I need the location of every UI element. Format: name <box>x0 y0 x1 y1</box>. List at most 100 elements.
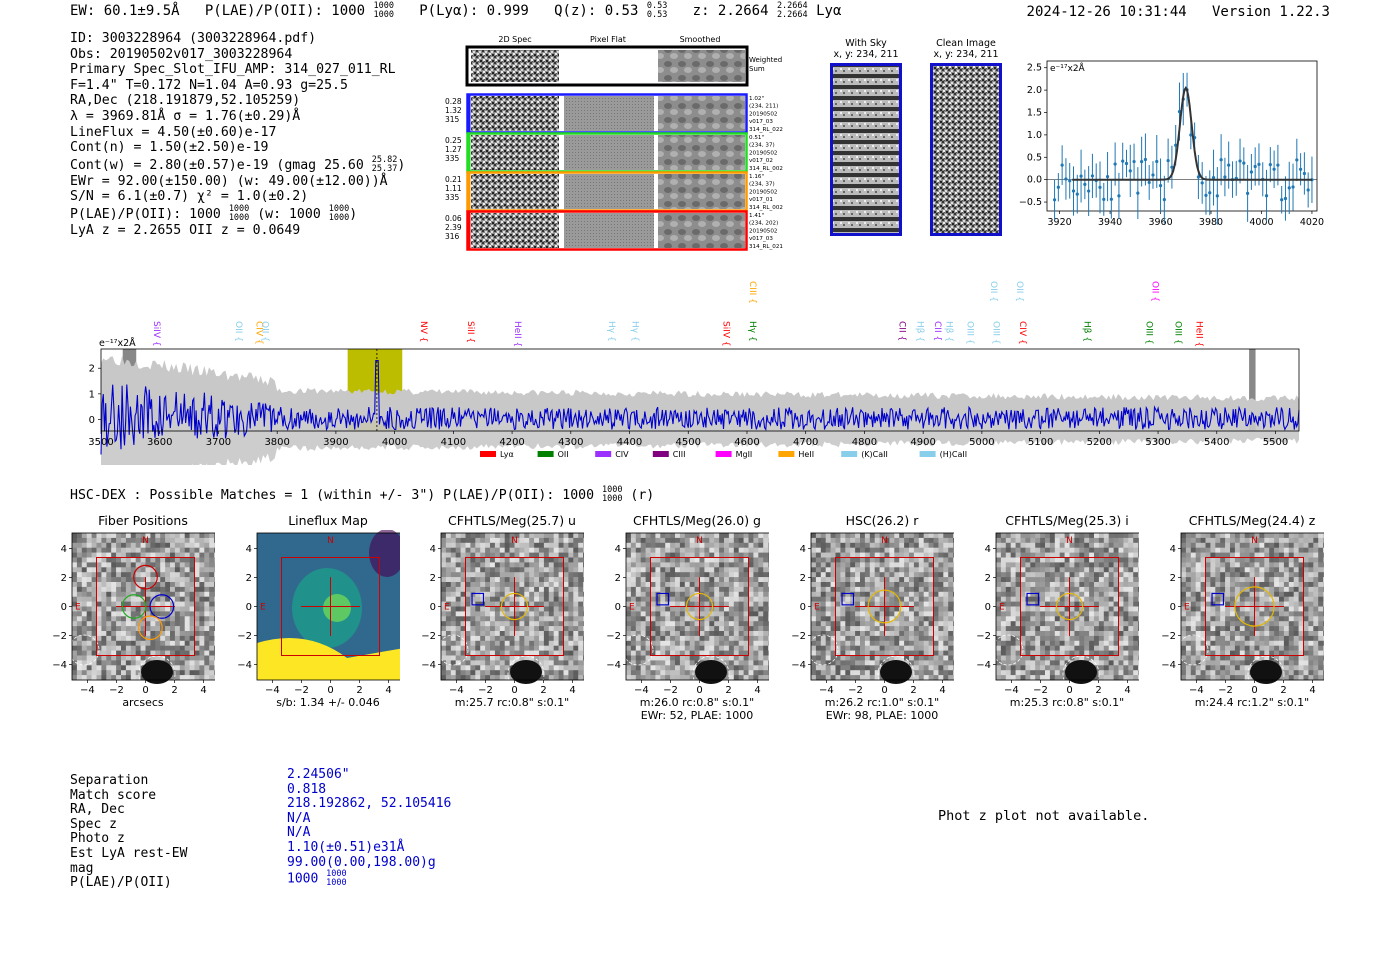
zoom-point <box>1098 185 1102 190</box>
fiber-meta: 1.16" <box>749 174 764 180</box>
compass-north: N <box>1251 536 1258 546</box>
cutout-image-5: N E −4 −4 −2 −2 0 0 2 2 4 4 <box>791 532 954 696</box>
spec-line-label: CIII { <box>747 281 757 304</box>
zoom-point <box>1196 175 1201 179</box>
match-label: Match score <box>70 787 157 803</box>
search-box <box>465 557 564 656</box>
source-aperture <box>507 655 545 693</box>
source-aperture <box>437 634 469 666</box>
header-plae: P(LAE)/P(OII): 1000 <box>204 3 366 19</box>
match-values: 2.24506" 0.818 218.192862, 52.105416 N/A N/A… <box>287 767 451 888</box>
fiber-2d-spec <box>471 135 559 170</box>
header-plae-frac: 1000 1000 <box>373 1 394 20</box>
zoom-point <box>1219 158 1223 162</box>
catalog-marker <box>1026 592 1040 606</box>
match-label: Separation <box>70 773 149 788</box>
zoom-point <box>1128 169 1132 173</box>
source-aperture <box>622 634 654 666</box>
noise-envelope <box>101 355 1299 420</box>
zoom-ytick-label: 0.0 <box>1027 175 1042 186</box>
spec-xtick-label: 4200 <box>499 437 524 448</box>
zoom-point <box>1151 173 1155 177</box>
cutout-ytick-label: 2 <box>246 573 252 584</box>
dark-source <box>141 660 173 684</box>
cutout-xtick-label: 4 <box>385 685 391 696</box>
info-spec-slot: Primary Spec_Slot_IFU_AMP: 314_027_011_R… <box>70 62 396 78</box>
spec-xtick-label: 3500 <box>88 437 113 448</box>
cutout-xtick-label: −4 <box>265 685 280 696</box>
spec-xtick-label: 4100 <box>441 437 466 448</box>
match-label: P(LAE)/P(OII) <box>70 875 172 891</box>
fiber-meta: v017_03 <box>749 236 773 242</box>
dark-source <box>510 660 542 684</box>
zoom-point <box>1215 194 1219 198</box>
cutout-xtick-label: 0 <box>142 685 148 696</box>
spec-line-label: SiIV { <box>721 321 731 347</box>
compass-north: N <box>327 536 334 546</box>
spectrum-frame <box>100 348 1300 432</box>
zoom-point <box>1249 170 1253 174</box>
zoom-point <box>1302 171 1306 176</box>
zoom-xtick-label: 3960 <box>1148 217 1172 228</box>
zoom-point <box>1117 194 1121 198</box>
zoom-point <box>1291 185 1295 189</box>
cutout-caption: m:26.2 rc:1.0" s:0.1" EWr: 98, PLAE: 1000 <box>824 696 940 722</box>
header-right: 2024-12-26 10:31:44 Version 1.22.3 <box>1027 4 1330 20</box>
spec-xtick-label: 4700 <box>793 437 818 448</box>
zoom-point <box>1264 194 1269 198</box>
spec-line-label: Hβ { <box>1082 321 1092 342</box>
cutout-ytick-label: 2 <box>800 573 806 584</box>
header-z: z: 2.2664 <box>692 3 769 19</box>
info-cont-n: Cont(n) = 1.50(±2.50)e-19 <box>70 140 269 156</box>
zoom-point <box>1211 176 1216 180</box>
zoom-xtick-label: 4020 <box>1300 217 1324 228</box>
zoom-xtick-label: 3940 <box>1098 217 1122 228</box>
fiber-meta: 314_RL_002 <box>749 166 783 172</box>
zoom-xtick-label: 3920 <box>1048 217 1072 228</box>
compass-north: N <box>1066 536 1073 546</box>
compass-east: E <box>999 603 1005 613</box>
catalog-marker <box>1211 592 1225 606</box>
legend-label: CIII <box>673 450 686 459</box>
cutout-ytick-label: −2 <box>976 631 991 642</box>
cutout-ytick-label: 4 <box>615 544 621 555</box>
search-box <box>96 557 195 656</box>
catalog-marker <box>841 592 855 606</box>
zoom-point <box>1090 174 1095 178</box>
full-spectrum-plot: 0 1 2 e⁻¹⁷x2Å 3500 3600 3700 3800 3900 4000 4100 42… <box>88 281 1300 465</box>
zoom-ytick-label: 2.5 <box>1027 63 1042 74</box>
cutout-xtick-label: −4 <box>1189 685 1204 696</box>
fiber-num: 1.11 <box>445 184 462 193</box>
spec-xtick-label: 4000 <box>382 437 407 448</box>
spec-line-label: CIV { <box>254 321 264 345</box>
cutout-image-3: N E −4 −4 −2 −2 0 0 2 2 4 4 <box>421 532 584 696</box>
weighted-2d-spec <box>471 50 559 82</box>
header-qz: Q(z): 0.53 <box>554 3 639 19</box>
cutout-ytick-label: −4 <box>237 660 252 671</box>
cutout-xtick-label: 2 <box>171 685 177 696</box>
spec-line-label: Hγ { <box>630 321 640 342</box>
cutout-xtick-label: 0 <box>327 685 333 696</box>
dark-source <box>695 660 727 684</box>
cutout-ytick-label: 0 <box>1170 602 1176 613</box>
spec-line-label: OII { <box>1014 281 1024 302</box>
spec-xtick-label: 4500 <box>676 437 701 448</box>
spec-ytick-label: 2 <box>89 364 95 375</box>
zoom-point <box>1242 161 1246 165</box>
legend-swatch <box>715 451 732 457</box>
cutout-ytick-label: 0 <box>615 602 621 613</box>
zoom-ytick-label: 1.5 <box>1027 107 1042 118</box>
fiber-spec-panel: 2D Spec Pixel Flat Smoothed Weighted Sum… <box>445 35 783 251</box>
cutout-ytick-label: −2 <box>791 631 806 642</box>
spec-line-label: OIII { <box>1173 321 1183 345</box>
search-box <box>650 557 749 656</box>
spec-line-label: Hβ { <box>944 321 954 342</box>
cutout-xtick-label: 0 <box>1251 685 1257 696</box>
cutout-ytick-label: 0 <box>800 602 806 613</box>
spectrum-line <box>100 359 1300 455</box>
spec-line-label: OIII { <box>991 321 1001 345</box>
fiber-smoothed <box>658 135 745 170</box>
zoom-point <box>1246 191 1250 195</box>
fiber-2d-spec <box>471 213 559 248</box>
